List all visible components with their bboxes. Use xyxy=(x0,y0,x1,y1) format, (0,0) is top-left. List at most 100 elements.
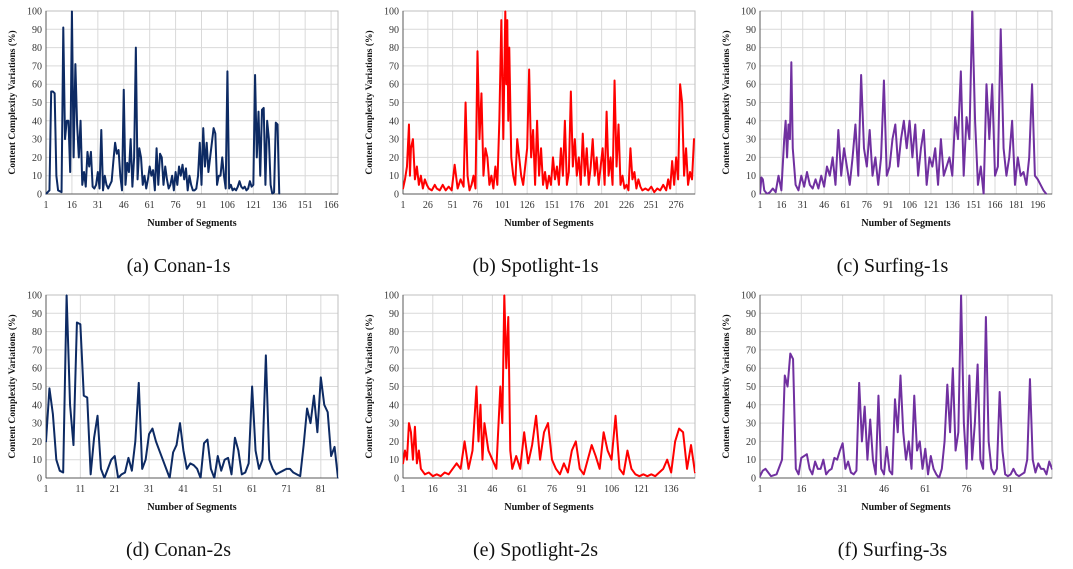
data-point xyxy=(966,468,968,470)
data-point xyxy=(763,189,765,191)
chart-caption: (e) Spotlight-2s xyxy=(473,539,598,561)
data-point xyxy=(211,142,213,144)
data-point xyxy=(476,50,479,52)
data-point xyxy=(439,189,441,191)
x-tick-label: 226 xyxy=(619,200,634,211)
data-point xyxy=(996,468,998,470)
data-point xyxy=(580,184,582,186)
data-point xyxy=(1045,473,1048,475)
chart-surfing-1s: 0 10 20 30 40 50 60 70 80 90 100 1 16 31 46 61 76 91 106 12… xyxy=(721,7,1053,229)
y-tick-label: 30 xyxy=(389,419,399,430)
chart-conan-1s: 0 10 20 30 40 50 60 70 80 90 100 1 16 31 46 61 76 91 106 12… xyxy=(7,7,339,230)
data-point xyxy=(614,415,617,417)
data-point xyxy=(327,411,329,413)
data-point xyxy=(490,175,492,177)
data-point xyxy=(155,440,157,442)
data-point xyxy=(412,138,414,140)
data-point xyxy=(200,184,203,186)
data-point xyxy=(883,473,885,475)
data-point xyxy=(847,460,849,463)
data-point xyxy=(793,165,795,168)
data-point xyxy=(218,175,220,177)
data-point xyxy=(606,449,609,452)
data-point xyxy=(111,180,113,182)
data-point xyxy=(880,468,882,470)
data-point xyxy=(114,455,116,457)
data-point xyxy=(230,184,232,186)
data-point xyxy=(64,138,66,140)
y-tick-label: 70 xyxy=(746,61,756,72)
y-tick-label: 100 xyxy=(741,291,756,302)
data-point xyxy=(905,459,907,461)
data-point xyxy=(148,433,150,435)
data-point xyxy=(888,470,891,472)
series-points xyxy=(759,294,1053,479)
data-point xyxy=(100,468,102,470)
data-point xyxy=(831,468,833,470)
data-point xyxy=(1002,147,1005,149)
y-tick-label: 90 xyxy=(746,25,756,36)
y-tick-label: 10 xyxy=(746,455,756,466)
data-point xyxy=(653,191,655,193)
data-point xyxy=(181,164,184,166)
data-point xyxy=(542,184,544,186)
data-point xyxy=(404,449,406,452)
data-point xyxy=(424,178,426,180)
y-axis-title: Content Complexity Variations (%) xyxy=(721,314,732,458)
data-point xyxy=(276,123,279,126)
data-point xyxy=(572,165,574,168)
data-point xyxy=(138,382,140,384)
data-point xyxy=(806,171,808,173)
data-point xyxy=(766,193,768,195)
data-point xyxy=(1048,460,1050,463)
x-tick-label: 91 xyxy=(197,200,207,211)
data-point xyxy=(518,156,520,158)
data-point xyxy=(138,147,140,149)
data-point xyxy=(162,459,164,461)
y-tick-label: 20 xyxy=(746,153,756,164)
data-point xyxy=(166,178,168,180)
data-point xyxy=(930,455,932,457)
data-point xyxy=(797,473,800,475)
x-tick-label: 31 xyxy=(798,200,808,211)
y-tick-label: 40 xyxy=(32,400,42,411)
data-point xyxy=(993,473,995,475)
data-point xyxy=(894,398,896,400)
data-point xyxy=(90,473,92,475)
x-tick-label: 76 xyxy=(962,484,972,495)
data-point xyxy=(259,175,261,177)
data-point xyxy=(1042,189,1045,191)
data-point xyxy=(193,189,196,191)
x-tick-label: 151 xyxy=(298,200,313,211)
data-point xyxy=(233,187,235,190)
data-point xyxy=(185,167,187,169)
x-tick-label: 196 xyxy=(1030,200,1045,211)
data-point xyxy=(665,189,667,191)
data-point xyxy=(451,189,453,191)
data-point xyxy=(83,395,85,397)
data-point xyxy=(254,449,257,452)
data-point xyxy=(309,422,312,424)
data-point xyxy=(503,294,505,296)
data-point xyxy=(117,149,120,151)
data-point xyxy=(275,122,277,124)
data-point xyxy=(938,477,940,479)
data-point xyxy=(182,449,185,452)
y-tick-label: 70 xyxy=(32,345,42,356)
y-tick-label: 30 xyxy=(32,419,42,430)
x-tick-label: 61 xyxy=(247,484,257,495)
data-point xyxy=(985,316,987,318)
y-tick-label: 30 xyxy=(32,135,42,146)
x-axis-title: Number of Segments xyxy=(504,218,593,229)
data-point xyxy=(943,440,946,442)
x-tick-label: 181 xyxy=(1009,200,1024,211)
data-point xyxy=(55,175,57,177)
x-tick-label: 51 xyxy=(448,200,458,211)
data-point xyxy=(225,187,227,190)
data-point xyxy=(685,147,687,149)
data-point xyxy=(988,440,990,442)
y-tick-label: 50 xyxy=(746,382,756,393)
x-tick-label: 151 xyxy=(544,200,559,211)
data-point xyxy=(289,468,291,470)
